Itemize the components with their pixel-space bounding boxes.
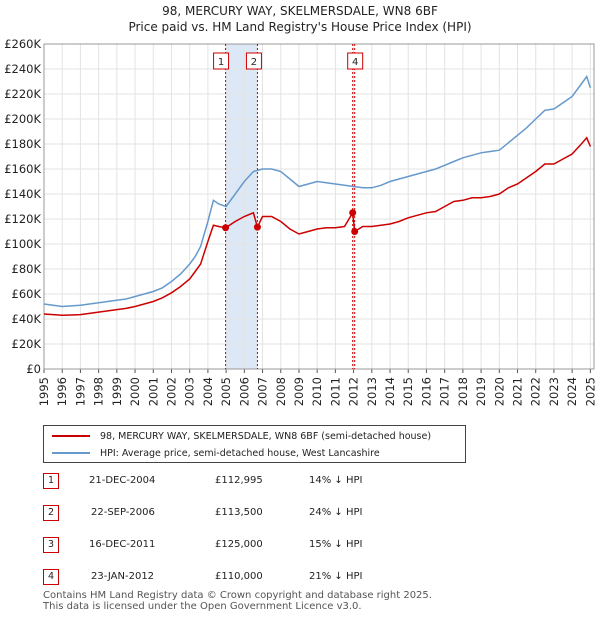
- sale-row: 4 23-JAN-2012 £110,000 21% ↓ HPI: [43, 568, 463, 588]
- footer-copyright: Contains HM Land Registry data © Crown c…: [43, 590, 432, 601]
- sale-hpi-diff: 14% ↓ HPI: [309, 475, 363, 486]
- x-tick-label: 2001: [146, 377, 160, 406]
- y-tick-label: £40K: [12, 312, 42, 326]
- y-tick-label: £260K: [4, 37, 41, 51]
- x-tick-label: 2022: [529, 377, 543, 406]
- sale-price: £125,000: [215, 539, 263, 550]
- sale-label-box: [347, 52, 364, 70]
- x-tick-label: 1999: [110, 377, 124, 406]
- sale-badge: 2: [43, 505, 59, 521]
- property-series-line: [43, 136, 592, 317]
- x-tick-label: 2018: [456, 377, 470, 406]
- hpi-series-line: [43, 74, 592, 308]
- x-tick-label: 1998: [92, 377, 106, 406]
- x-tick-label: 2002: [164, 377, 178, 406]
- y-tick-label: £60K: [12, 287, 42, 301]
- legend-item-property: 98, MERCURY WAY, SKELMERSDALE, WN8 6BF (…: [52, 428, 431, 444]
- sale-row: 1 21-DEC-2004 £112,995 14% ↓ HPI: [43, 472, 463, 492]
- y-tick-label: £140K: [4, 187, 41, 201]
- legend-label-property: 98, MERCURY WAY, SKELMERSDALE, WN8 6BF (…: [100, 430, 432, 442]
- legend-line-hpi: [52, 452, 90, 454]
- sale-price: £112,995: [215, 475, 263, 486]
- x-tick-label: 1997: [73, 377, 87, 406]
- legend-label-hpi: HPI: Average price, semi-detached house,…: [100, 447, 380, 459]
- x-tick-label: 2012: [347, 377, 361, 406]
- x-tick-label: 2016: [419, 377, 433, 406]
- legend: 98, MERCURY WAY, SKELMERSDALE, WN8 6BF (…: [43, 425, 466, 463]
- sale-badge: 1: [43, 473, 59, 489]
- legend-line-property: [52, 435, 90, 437]
- sale-row: 2 22-SEP-2006 £113,500 24% ↓ HPI: [43, 504, 463, 524]
- sale-hpi-diff: 24% ↓ HPI: [309, 507, 363, 518]
- y-tick-label: £240K: [4, 62, 41, 76]
- x-tick-label: 2008: [274, 377, 288, 406]
- sale-date: 22-SEP-2006: [91, 507, 155, 518]
- y-tick-label: £160K: [4, 162, 41, 176]
- page-title: 98, MERCURY WAY, SKELMERSDALE, WN8 6BF: [162, 4, 438, 18]
- x-tick-label: 2013: [365, 377, 379, 406]
- sale-date: 21-DEC-2004: [89, 475, 156, 486]
- sale-date: 16-DEC-2011: [89, 539, 156, 550]
- sale-badge: 3: [43, 537, 59, 553]
- y-tick-label: £120K: [4, 212, 41, 226]
- plot-background: [44, 44, 594, 369]
- x-tick-label: 2007: [256, 377, 270, 406]
- x-tick-label: 2014: [383, 377, 397, 406]
- x-tick-label: 2009: [292, 377, 306, 406]
- sale-price: £110,000: [215, 571, 263, 582]
- x-tick-label: 1995: [37, 377, 51, 406]
- sale-price: £113,500: [215, 507, 263, 518]
- plot-frame: [43, 43, 595, 370]
- footer-license: This data is licensed under the Open Gov…: [43, 601, 362, 612]
- x-tick-label: 2015: [401, 377, 415, 406]
- sale-date: 23-JAN-2012: [91, 571, 155, 582]
- sale-label-text: 4: [352, 57, 358, 68]
- y-tick-label: £220K: [4, 87, 41, 101]
- sale-hpi-diff: 21% ↓ HPI: [309, 571, 363, 582]
- x-tick-label: 1996: [55, 377, 69, 406]
- sale-point: [222, 224, 230, 232]
- y-tick-label: £80K: [12, 262, 42, 276]
- x-tick-label: 2006: [237, 377, 251, 406]
- y-tick-label: £180K: [4, 137, 41, 151]
- highlight-span: [225, 44, 258, 369]
- x-tick-label: 2024: [565, 377, 579, 406]
- sale-label-text: 2: [251, 57, 257, 68]
- sale-point: [351, 228, 359, 235]
- sale-label-box: [213, 52, 230, 70]
- x-tick-label: 2004: [201, 377, 215, 406]
- y-tick-label: £0: [26, 362, 41, 376]
- x-tick-label: 2005: [219, 377, 233, 406]
- sale-hpi-diff: 15% ↓ HPI: [309, 539, 363, 550]
- x-tick-label: 2017: [438, 377, 452, 406]
- page-subtitle: Price paid vs. HM Land Registry's House …: [128, 20, 472, 34]
- x-tick-label: 2021: [511, 377, 525, 406]
- y-tick-label: £200K: [4, 112, 41, 126]
- legend-item-hpi: HPI: Average price, semi-detached house,…: [52, 445, 380, 461]
- sale-label-text: 1: [218, 57, 224, 68]
- sale-point: [349, 209, 357, 217]
- y-tick-label: £100K: [4, 237, 41, 251]
- price-chart: £0 £20K £40K £60K £80K £100K £120K £140K £160K £1…: [4, 37, 597, 406]
- x-tick-label: 2023: [547, 377, 561, 406]
- sale-row: 3 16-DEC-2011 £125,000 15% ↓ HPI: [43, 536, 463, 556]
- x-tick-label: 2010: [310, 377, 324, 406]
- x-tick-label: 2020: [492, 377, 506, 406]
- y-tick-label: £20K: [12, 337, 42, 351]
- sale-badge: 4: [43, 569, 59, 585]
- x-tick-label: 2025: [583, 377, 597, 406]
- footer: Contains HM Land Registry data © Crown c…: [43, 590, 432, 612]
- x-tick-label: 2000: [128, 377, 142, 406]
- x-tick-label: 2003: [183, 377, 197, 406]
- sale-label-box: [245, 52, 262, 70]
- x-tick-label: 2011: [328, 377, 342, 406]
- x-tick-label: 2019: [474, 377, 488, 406]
- sale-point: [253, 223, 261, 231]
